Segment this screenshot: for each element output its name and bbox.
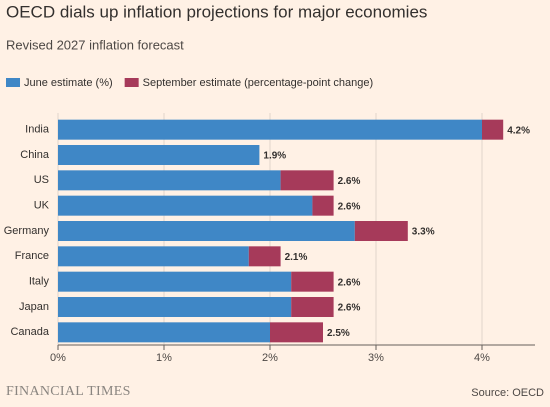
value-label: 2.6%: [338, 277, 361, 288]
bar-segment: [291, 271, 334, 292]
y-tick-label: China: [20, 149, 50, 161]
legend-label: September estimate (percentage-point cha…: [143, 77, 374, 89]
y-tick-label: UK: [34, 200, 50, 212]
bar-segment: [58, 271, 292, 292]
y-tick-label: US: [34, 174, 49, 186]
bar-segment: [482, 119, 504, 140]
bar-segment: [354, 221, 408, 241]
bar-segment: [291, 297, 334, 317]
bar-segment: [270, 322, 323, 343]
value-label: 2.6%: [338, 176, 361, 187]
y-tick-label: Italy: [29, 276, 50, 288]
value-label: 2.5%: [327, 328, 350, 339]
bar-segment: [58, 119, 482, 140]
x-tick-label: 2%: [262, 352, 278, 364]
brand: FINANCIAL TIMES: [6, 384, 131, 399]
bar-segment: [312, 195, 334, 216]
y-tick-label: Japan: [19, 301, 49, 313]
bar-segment: [58, 322, 270, 343]
legend-label: June estimate (%): [24, 77, 113, 89]
chart-subtitle: Revised 2027 inflation forecast: [6, 37, 184, 52]
bar-segment: [58, 195, 313, 216]
x-tick-label: 3%: [368, 352, 384, 364]
bar-segment: [248, 246, 281, 267]
bar-segment: [58, 221, 355, 241]
y-tick-label: India: [25, 124, 50, 136]
y-tick-label: Canada: [10, 326, 49, 338]
value-label: 1.9%: [263, 151, 286, 162]
bar-segment: [58, 145, 260, 165]
legend-swatch: [6, 78, 20, 87]
bar-segment: [58, 246, 249, 267]
y-tick-label: France: [15, 250, 49, 262]
bar-segment: [58, 170, 281, 191]
value-label: 2.6%: [338, 201, 361, 212]
legend-swatch: [124, 78, 139, 87]
value-label: 4.2%: [507, 125, 530, 136]
bar-segment: [58, 297, 292, 317]
value-label: 2.6%: [338, 303, 361, 314]
source: Source: OECD: [471, 387, 544, 399]
value-label: 3.3%: [412, 227, 435, 238]
x-tick-label: 4%: [474, 352, 490, 364]
bar-segment: [280, 170, 334, 191]
x-tick-label: 1%: [156, 352, 172, 364]
value-label: 2.1%: [285, 252, 308, 263]
y-tick-label: Germany: [4, 225, 50, 237]
chart-title: OECD dials up inflation projections for …: [6, 2, 427, 21]
x-tick-label: 0%: [50, 352, 66, 364]
